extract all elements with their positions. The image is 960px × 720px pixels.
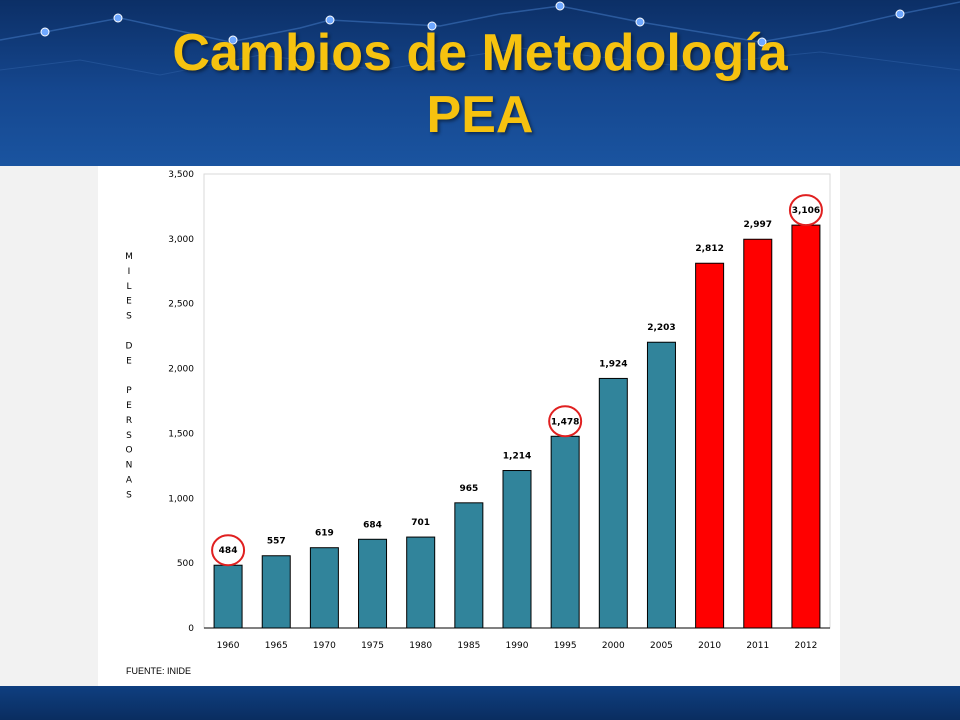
chart-area: 0 500 1,000 1,500 2,000 2,500 3,000 3,500 M I L E S D… xyxy=(98,166,840,686)
bar xyxy=(791,224,821,629)
bar xyxy=(598,377,628,629)
x-tick-label: 1990 xyxy=(506,641,529,651)
footer-bar xyxy=(0,686,960,720)
y-axis-label-letter: P xyxy=(126,386,132,396)
bar xyxy=(454,502,484,629)
highlight-circle xyxy=(788,194,823,227)
x-tick-label: 1965 xyxy=(265,641,288,651)
x-tick-label: 2011 xyxy=(746,641,769,651)
data-label: 2,997 xyxy=(744,220,772,230)
source-note: FUENTE: INIDE xyxy=(126,666,192,676)
data-label: 484 xyxy=(219,546,238,556)
y-axis-label-letter: E xyxy=(126,356,132,366)
slide-header: Cambios de Metodología PEA xyxy=(0,0,960,166)
title-line-1: Cambios de Metodología xyxy=(172,24,788,82)
x-tick-label: 2010 xyxy=(698,641,721,651)
x-tick-label: 1980 xyxy=(409,641,432,651)
y-tick-label: 2,500 xyxy=(168,300,194,310)
data-label: 2,812 xyxy=(695,244,723,254)
y-axis-label-letter: I xyxy=(128,267,131,277)
bar xyxy=(695,262,725,629)
x-tick-label: 1995 xyxy=(554,641,577,651)
data-label: 619 xyxy=(315,529,334,539)
x-tick-label: 2000 xyxy=(602,641,625,651)
data-label: 3,106 xyxy=(792,206,820,216)
x-tick-label: 1985 xyxy=(457,641,480,651)
y-tick-label: 2,000 xyxy=(168,365,194,375)
data-label: 2,203 xyxy=(647,323,675,333)
bar xyxy=(309,547,339,629)
bar xyxy=(502,470,532,629)
x-tick-label: 2005 xyxy=(650,641,673,651)
bar xyxy=(261,555,291,629)
data-label: 701 xyxy=(411,518,430,528)
y-axis-label-letter: N xyxy=(126,461,133,471)
y-axis-label-letter: E xyxy=(126,401,132,411)
y-axis-label-letter: O xyxy=(125,446,132,456)
y-axis-label-letter: M xyxy=(125,252,133,262)
x-tick-label: 1970 xyxy=(313,641,336,651)
bar xyxy=(550,435,580,629)
y-axis-label-letter: L xyxy=(126,282,131,292)
y-tick-label: 1,000 xyxy=(168,494,194,504)
x-tick-label: 2012 xyxy=(794,641,817,651)
bar xyxy=(646,341,676,629)
slide-title: Cambios de Metodología PEA xyxy=(0,22,960,146)
y-tick-label: 1,500 xyxy=(168,429,194,439)
y-axis-label-letter: E xyxy=(126,297,132,307)
y-axis-label-letter: A xyxy=(126,476,133,486)
data-label: 965 xyxy=(459,484,478,494)
bar xyxy=(743,238,773,629)
bar xyxy=(213,564,243,629)
y-axis-label-letter: S xyxy=(126,490,132,500)
highlight-circle xyxy=(548,405,583,438)
y-tick-label: 500 xyxy=(177,559,194,569)
highlight-circle xyxy=(211,534,246,567)
x-tick-label: 1960 xyxy=(217,641,240,651)
bar xyxy=(406,536,436,629)
y-axis-label-letter: R xyxy=(126,416,132,426)
y-axis-label-letter: D xyxy=(126,341,133,351)
data-label: 557 xyxy=(267,537,286,547)
data-label: 684 xyxy=(363,520,382,530)
x-tick-label: 1975 xyxy=(361,641,384,651)
y-axis-label-letter: S xyxy=(126,431,132,441)
y-tick-label: 0 xyxy=(188,624,194,634)
y-axis-label-letter: S xyxy=(126,312,132,322)
network-decoration xyxy=(0,1,960,76)
y-tick-label: 3,000 xyxy=(168,235,194,245)
bar-chart: 05001,0001,5002,0002,5003,0003,500MILESD… xyxy=(125,170,831,651)
data-label: 1,924 xyxy=(599,359,627,369)
data-label: 1,214 xyxy=(503,452,531,462)
bar xyxy=(358,538,388,629)
title-line-2: PEA xyxy=(426,86,534,144)
data-label: 1,478 xyxy=(551,417,579,427)
y-tick-label: 3,500 xyxy=(168,170,194,180)
